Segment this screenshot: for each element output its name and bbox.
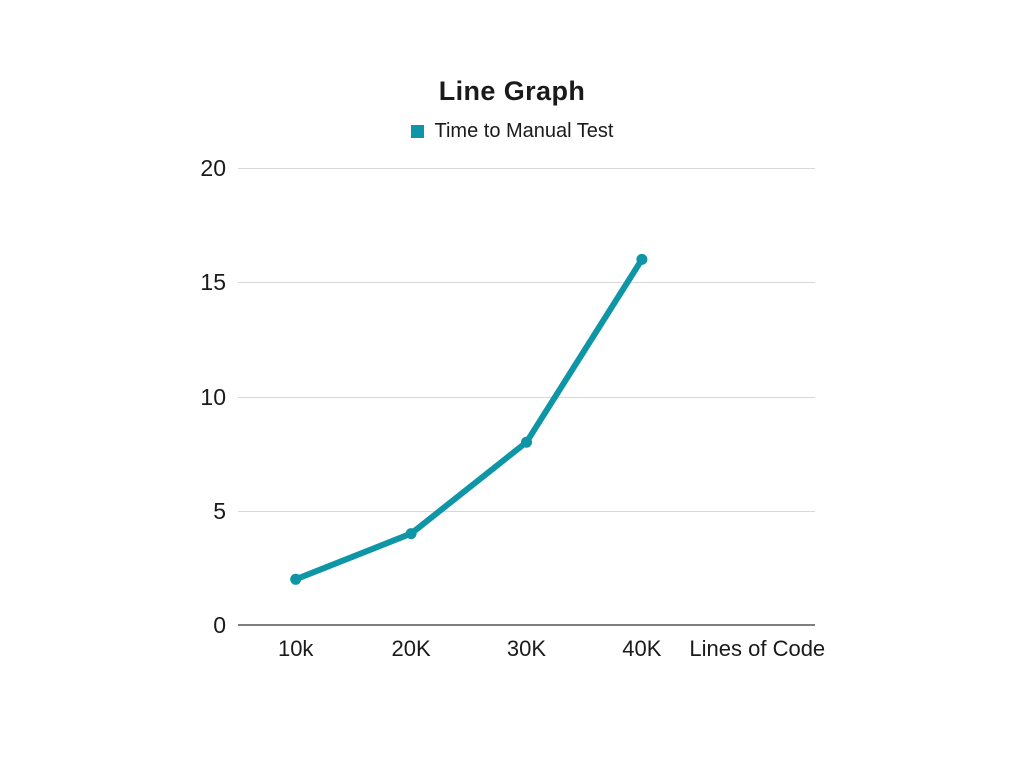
x-tick-label: 40K xyxy=(622,636,662,661)
y-tick-label: 5 xyxy=(213,497,226,524)
data-point xyxy=(636,253,648,265)
x-tick-label: 30K xyxy=(506,636,547,661)
gridline xyxy=(238,282,815,284)
x-axis-title: Lines of Code xyxy=(689,636,826,661)
data-point xyxy=(521,436,532,448)
y-tick-label: 20 xyxy=(200,155,226,181)
x-tick-label: 20K xyxy=(391,636,431,661)
gridline xyxy=(238,510,815,512)
data-point xyxy=(405,528,417,540)
legend: Time to Manual Test xyxy=(0,120,1024,143)
data-point xyxy=(290,573,302,585)
y-tick-label: 15 xyxy=(200,269,226,296)
x-tick-label: 10k xyxy=(277,636,314,661)
gridline xyxy=(238,396,815,398)
y-tick-label: 10 xyxy=(200,383,226,410)
chart-title: Line Graph xyxy=(438,76,586,106)
gridline xyxy=(238,168,815,169)
legend-square-marker xyxy=(410,125,424,138)
y-tick-label: 0 xyxy=(213,612,226,638)
x-axis-line xyxy=(238,624,815,626)
legend-label: Time to Manual Test xyxy=(434,120,614,142)
series-line xyxy=(292,256,645,583)
